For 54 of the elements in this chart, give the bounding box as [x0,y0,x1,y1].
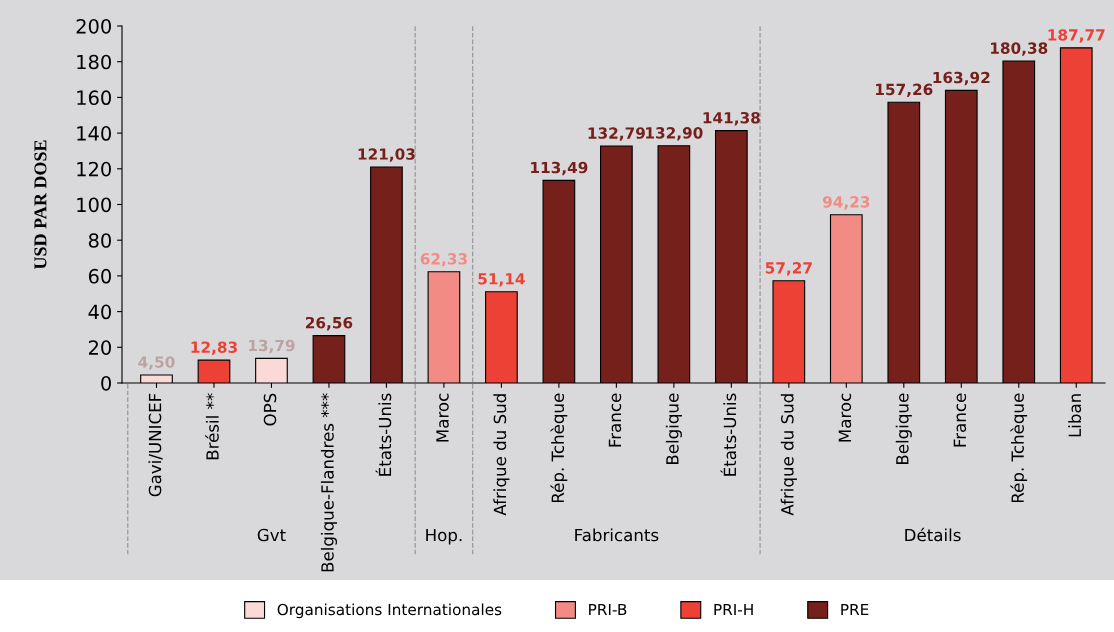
y-tick-label: 0 [101,375,111,391]
data-label: 141,38 [703,111,760,126]
data-label: 132,90 [646,127,703,141]
data-label: 113,49 [531,161,588,176]
data-label: 157,26 [876,83,933,98]
y-tick-label: 40 [88,304,111,320]
y-tick-label: 160 [77,90,111,106]
data-label: 51,14 [478,273,525,287]
x-tick-label: OPS [263,393,277,426]
data-label: 121,03 [358,148,415,162]
legend-label: Organisations Internationales [277,603,502,619]
legend-label: PRE [841,603,869,616]
y-tick-label: 20 [88,340,111,355]
x-tick-label: France [608,393,622,447]
data-label: 94,23 [822,196,870,210]
data-label: 12,83 [191,341,237,355]
legend-label: PRI-B [589,603,627,616]
data-label: 187,77 [1048,29,1105,43]
text: Détails [905,527,961,542]
y-tick-label: 180 [77,54,111,70]
x-tick-label: Afrique du Sud [780,394,797,516]
data-label: 62,33 [420,253,467,267]
x-tick-label: États-Unis [375,393,392,476]
data-label: 13,79 [249,339,295,354]
x-tick-label: Maroc [436,393,449,442]
x-tick-label: Gavi/UNICEF [148,393,163,497]
x-tick-label: Rép. Tchèque [1010,393,1028,503]
x-tick-label: Belgique-Flandres *** [320,393,338,572]
x-tick-label: Brésil ** [205,393,219,460]
y-tick-label: 200 [76,18,111,34]
x-tick-label: Liban [1068,394,1082,437]
text: Hop. [426,528,462,545]
y-tick-label: 100 [77,197,111,213]
x-tick-label: France [953,393,967,447]
x-tick-label: États-Unis [720,393,737,476]
y-axis-title: USD PAR DOSE [34,140,47,270]
text: Fabricants [575,528,659,542]
x-tick-label: Maroc [838,393,852,442]
x-tick-label: Belgique [665,393,682,465]
data-label: 57,27 [765,262,812,276]
data-label: 132,79 [588,127,645,141]
data-label: 180,38 [991,42,1048,56]
y-tick-label: 120 [77,161,111,177]
x-tick-label: Rép. Tchèque [550,393,568,503]
y-tick-label: 60 [88,268,111,284]
y-tick-label: 80 [88,233,111,248]
data-label: 26,56 [305,316,353,331]
data-label: 163,92 [933,71,990,86]
data-label: 4,50 [138,356,175,370]
legend-label: PRI-H [714,603,753,616]
y-tick-label: 140 [77,126,111,141]
text: Gvt [257,528,286,542]
x-tick-label: Afrique du Sud [493,394,510,516]
x-tick-label: Belgique [895,393,912,465]
